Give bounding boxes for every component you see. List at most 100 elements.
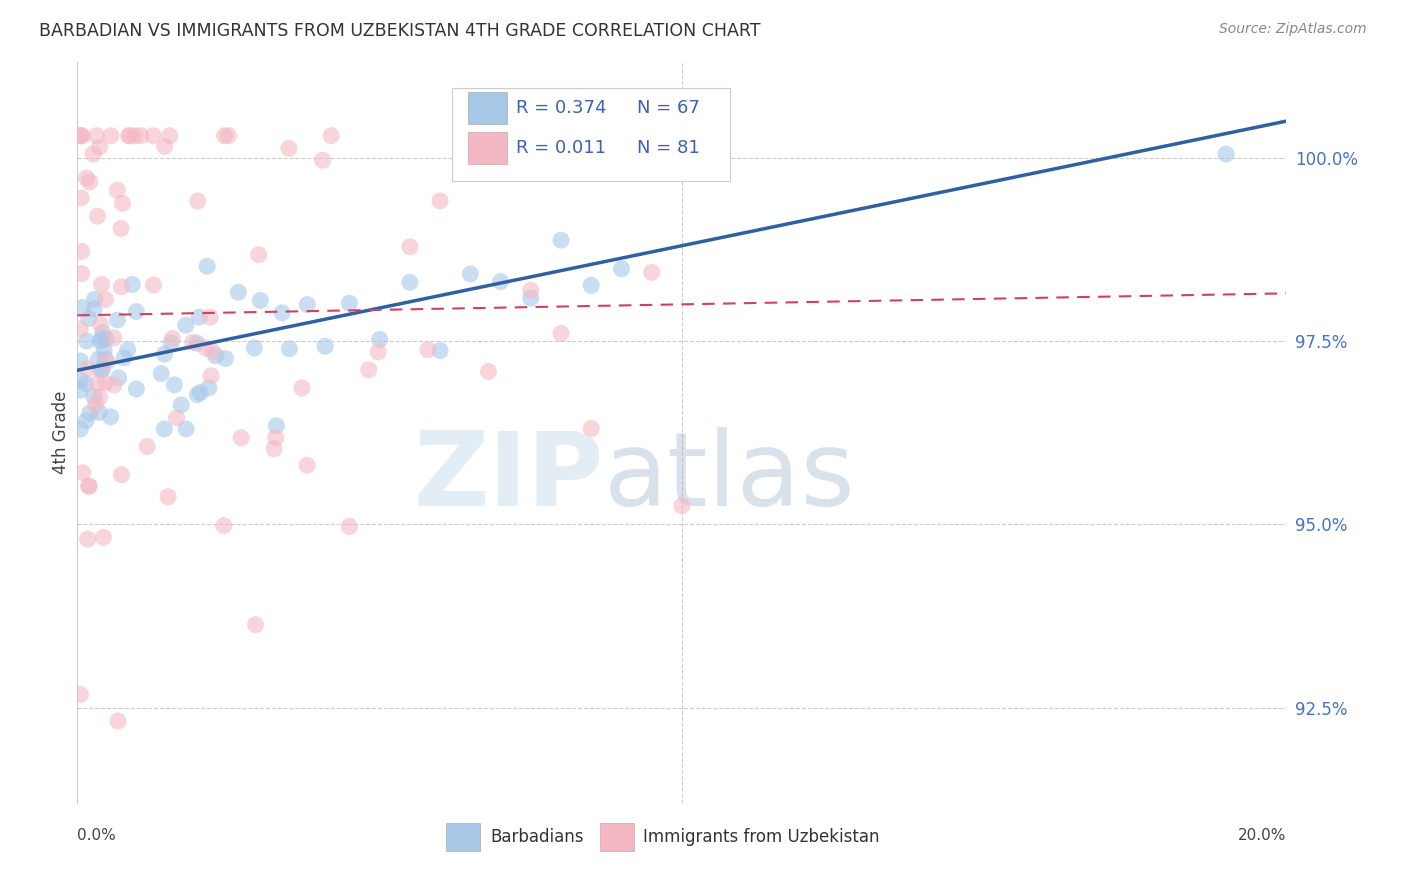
Point — [218, 128, 240, 143]
Point — [70, 267, 93, 281]
Point — [89, 140, 111, 154]
Point — [110, 280, 132, 294]
Point — [212, 518, 235, 533]
Point — [129, 128, 152, 143]
Point — [477, 364, 499, 378]
Point — [263, 442, 285, 456]
Point — [94, 376, 117, 390]
Point — [91, 362, 114, 376]
Point — [76, 532, 98, 546]
Point — [107, 371, 129, 385]
Point — [117, 343, 139, 357]
Text: 20.0%: 20.0% — [1239, 829, 1286, 844]
Text: Barbadians: Barbadians — [491, 828, 585, 846]
Point — [90, 277, 112, 292]
Point — [581, 278, 603, 293]
Point — [416, 343, 439, 357]
Point — [186, 387, 208, 401]
Point — [399, 276, 422, 290]
Point — [83, 293, 105, 307]
Point — [200, 368, 222, 383]
Point — [520, 284, 543, 298]
Point — [121, 277, 143, 292]
Text: atlas: atlas — [603, 426, 855, 527]
Y-axis label: 4th Grade: 4th Grade — [52, 391, 70, 475]
Point — [70, 244, 93, 259]
Point — [162, 331, 184, 345]
Point — [214, 128, 236, 143]
Text: Source: ZipAtlas.com: Source: ZipAtlas.com — [1219, 22, 1367, 37]
Point — [110, 221, 132, 235]
Point — [174, 422, 197, 436]
Point — [76, 171, 98, 186]
Point — [297, 297, 319, 311]
Text: N = 81: N = 81 — [637, 139, 700, 157]
Point — [110, 467, 132, 482]
Point — [159, 128, 181, 143]
Point — [125, 304, 148, 318]
Point — [249, 293, 271, 308]
Point — [82, 147, 104, 161]
Point — [69, 354, 91, 368]
Point — [226, 285, 249, 300]
Point — [100, 128, 122, 143]
FancyBboxPatch shape — [468, 132, 506, 164]
Point — [93, 530, 115, 544]
Point — [314, 339, 336, 353]
Point — [186, 336, 208, 351]
Point — [339, 519, 360, 533]
Point — [610, 261, 633, 276]
Point — [79, 479, 101, 493]
Point — [243, 341, 266, 355]
Point — [118, 128, 141, 143]
Point — [195, 260, 218, 274]
Text: ZIP: ZIP — [413, 426, 603, 527]
Point — [72, 128, 94, 143]
Point — [458, 267, 481, 281]
Point — [89, 391, 111, 405]
Point — [72, 301, 94, 315]
Text: 0.0%: 0.0% — [77, 829, 117, 844]
Point — [76, 362, 98, 376]
Point — [69, 384, 91, 398]
Point — [103, 331, 125, 345]
Point — [399, 240, 422, 254]
Point — [91, 326, 114, 340]
Point — [311, 153, 333, 168]
Point — [153, 422, 176, 436]
Point — [96, 355, 118, 369]
Point — [77, 479, 100, 493]
Text: R = 0.374: R = 0.374 — [516, 99, 607, 117]
Point — [83, 301, 105, 316]
Point — [124, 128, 146, 143]
Point — [160, 335, 183, 350]
Point — [291, 381, 314, 395]
FancyBboxPatch shape — [446, 822, 479, 851]
Point — [368, 332, 391, 346]
Point — [245, 617, 267, 632]
Point — [489, 275, 512, 289]
Point — [153, 139, 176, 153]
Point — [153, 347, 176, 361]
Text: Immigrants from Uzbekistan: Immigrants from Uzbekistan — [643, 828, 880, 846]
Point — [103, 378, 125, 392]
Point — [107, 313, 129, 327]
Point — [107, 714, 129, 728]
Point — [520, 291, 543, 305]
Text: R = 0.011: R = 0.011 — [516, 139, 606, 157]
Point — [166, 410, 188, 425]
Point — [86, 209, 108, 223]
Point — [163, 378, 186, 392]
Point — [266, 418, 288, 433]
Point — [671, 499, 693, 513]
Point — [188, 385, 211, 400]
Point — [187, 194, 209, 208]
Point — [357, 363, 380, 377]
Point — [105, 183, 128, 197]
Point — [188, 310, 211, 325]
Point — [76, 334, 98, 348]
Point — [194, 341, 217, 355]
Point — [278, 141, 301, 155]
Point — [93, 343, 115, 358]
Point — [69, 422, 91, 436]
